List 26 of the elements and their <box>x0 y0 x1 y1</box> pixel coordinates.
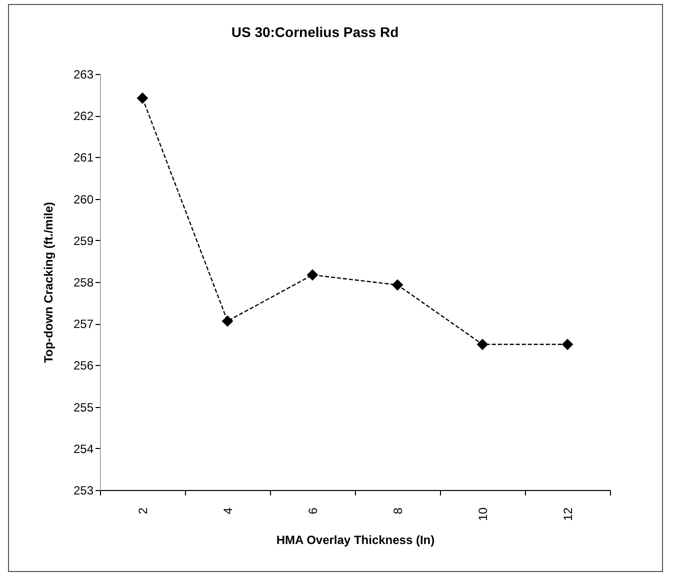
x-tick-label: 2 <box>136 507 150 514</box>
point <box>392 279 404 291</box>
y-tick-label: 258 <box>73 276 94 290</box>
point <box>136 92 148 104</box>
y-tick-label: 253 <box>73 484 94 498</box>
x-tick-label: 10 <box>476 507 490 521</box>
y-tick-label: 261 <box>73 150 94 165</box>
y-tick-label: 255 <box>73 400 94 414</box>
y-tick-label: 260 <box>73 192 94 206</box>
y-axis-title: Top-down Cracking (ft./mile) <box>41 202 56 364</box>
y-tick-label: 256 <box>73 358 94 373</box>
x-tick-label: 12 <box>561 507 575 521</box>
point <box>306 269 318 281</box>
x-tick-label: 6 <box>306 507 320 514</box>
y-tick-label: 263 <box>73 68 94 82</box>
chart-title: US 30:Cornelius Pass Rd <box>231 24 399 40</box>
x-tick-label: 8 <box>391 507 405 514</box>
point <box>222 315 234 327</box>
x-axis-title: HMA Overlay Thickness (In) <box>276 532 435 547</box>
y-tick-label: 259 <box>73 234 94 248</box>
x-tick-label: 4 <box>221 507 235 514</box>
y-tick-label: 257 <box>73 317 94 332</box>
y-tick-label: 254 <box>73 442 94 456</box>
y-tick-label: 262 <box>73 109 94 124</box>
point <box>562 338 574 350</box>
point <box>476 338 488 350</box>
